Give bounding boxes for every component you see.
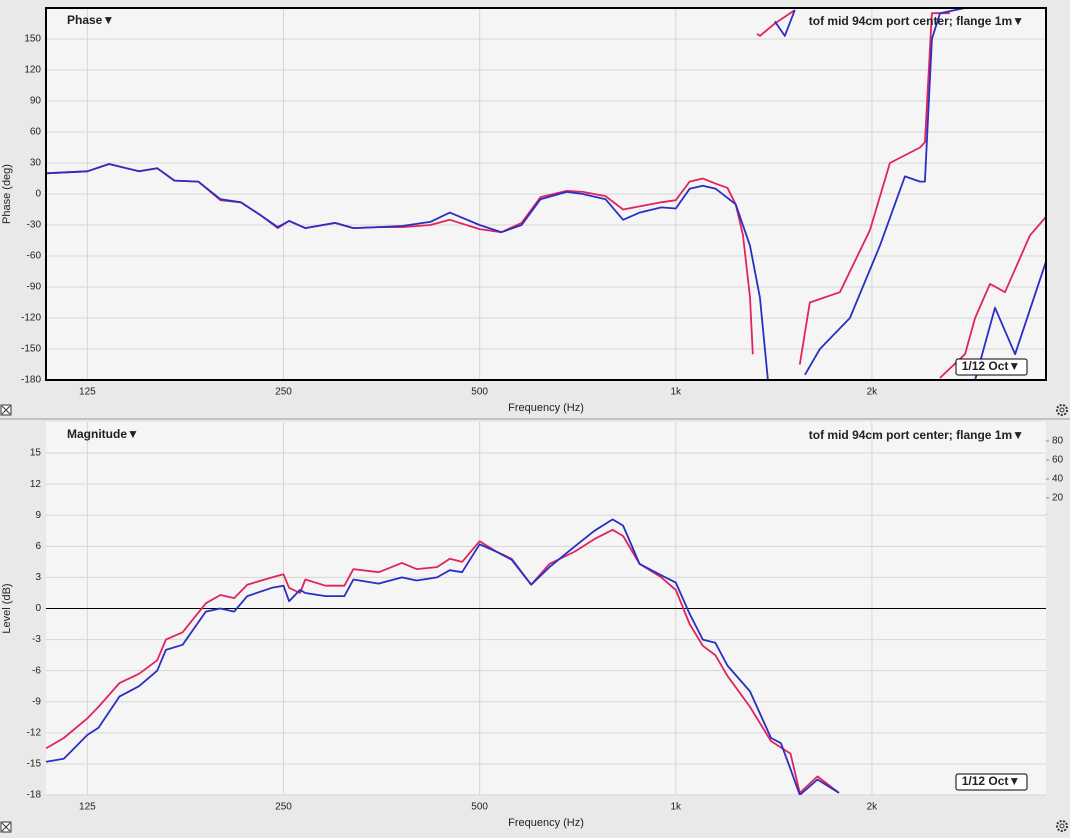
x-axis-title: Frequency (Hz) [508, 817, 584, 829]
x-axis-title: Frequency (Hz) [508, 402, 584, 414]
y-tick-label: 0 [35, 189, 41, 200]
resolution-label[interactable]: 1/12 Oct▼ [962, 359, 1021, 373]
y-tick-label: 9 [35, 510, 41, 521]
y-tick-label: -90 [27, 282, 42, 293]
y-tick-label: -120 [21, 313, 41, 324]
y-tick-label: -150 [21, 344, 41, 355]
y-tick-label: 6 [35, 541, 41, 552]
y-tick-label: -60 [27, 251, 42, 262]
y2-tick-label: 60 [1052, 455, 1064, 466]
y-axis-title: Level (dB) [1, 583, 13, 633]
y-tick-label: 120 [24, 65, 41, 76]
close-icon[interactable] [0, 404, 12, 416]
resolution-box[interactable] [955, 773, 1028, 791]
y-tick-label: -9 [32, 696, 41, 707]
y-tick-label: 12 [30, 479, 42, 490]
y-tick-label: 3 [35, 572, 41, 583]
x-tick-label: 250 [275, 387, 292, 398]
y-tick-label: 0 [35, 603, 41, 614]
y-tick-label: 60 [30, 127, 42, 138]
series-line [46, 9, 1046, 379]
y-tick-label: -18 [27, 790, 42, 801]
y2-tick-label: 20 [1052, 493, 1064, 504]
x-tick-label: 1k [671, 802, 683, 813]
settings-icon[interactable] [1056, 404, 1068, 416]
settings-icon[interactable] [1056, 820, 1068, 832]
x-tick-label: 500 [471, 387, 488, 398]
x-tick-label: 125 [79, 802, 96, 813]
x-tick-label: 250 [275, 802, 292, 813]
y-tick-label: -6 [32, 665, 41, 676]
measurement-label[interactable]: tof mid 94cm port center; flange 1m▼ [809, 428, 1024, 442]
resolution-label[interactable]: 1/12 Oct▼ [962, 774, 1021, 788]
y2-tick-label: 40 [1052, 474, 1064, 485]
x-tick-label: 2k [867, 802, 879, 813]
series-line [46, 528, 840, 794]
measurement-label[interactable]: tof mid 94cm port center; flange 1m▼ [809, 14, 1024, 28]
close-icon[interactable] [0, 821, 12, 833]
chart-title[interactable]: Phase▼ [67, 13, 114, 27]
x-tick-label: 1k [671, 387, 683, 398]
x-tick-label: 125 [79, 387, 96, 398]
y-tick-label: 30 [30, 158, 42, 169]
y-axis-title: Phase (deg) [1, 164, 13, 224]
y-tick-label: -12 [27, 727, 42, 738]
resolution-box[interactable] [955, 358, 1028, 376]
plot-frame [45, 7, 1047, 381]
chart-title[interactable]: Magnitude▼ [67, 427, 139, 441]
x-tick-label: 2k [867, 387, 879, 398]
x-tick-label: 500 [471, 802, 488, 813]
series-line [46, 8, 1046, 380]
y-tick-label: -180 [21, 375, 41, 386]
y-tick-label: -3 [32, 634, 41, 645]
y-tick-label: -15 [27, 759, 42, 770]
y-tick-label: -30 [27, 220, 42, 231]
y-tick-label: 150 [24, 34, 41, 45]
y2-tick-label: 80 [1052, 436, 1064, 447]
y-tick-label: 90 [30, 96, 42, 107]
y-tick-label: 15 [30, 448, 42, 459]
series-line [46, 518, 840, 795]
